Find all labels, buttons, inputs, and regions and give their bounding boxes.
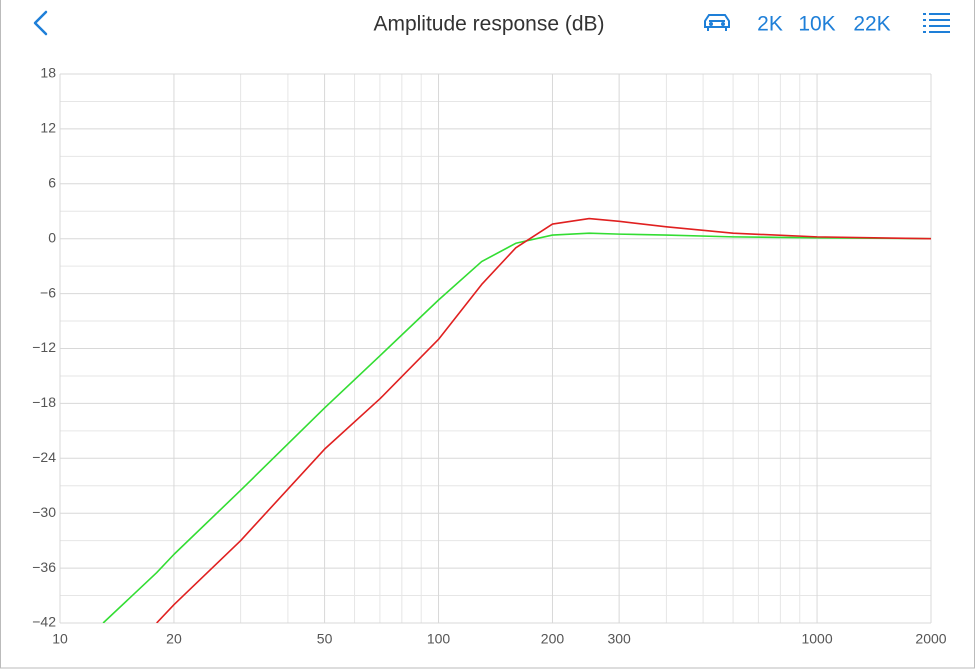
y-tick-label: 0 xyxy=(48,229,56,245)
y-tick-label: −6 xyxy=(40,284,56,300)
y-tick-label: 18 xyxy=(40,65,56,81)
series-line xyxy=(102,232,931,623)
y-tick-label: 6 xyxy=(48,175,56,191)
x-tick-label: 10 xyxy=(52,631,68,647)
series-line xyxy=(156,217,931,623)
y-tick-label: −36 xyxy=(32,559,56,575)
menu-icon[interactable] xyxy=(923,13,950,33)
x-tick-label: 20 xyxy=(166,631,182,647)
x-tick-label: 2000 xyxy=(915,631,946,647)
y-tick-label: 12 xyxy=(40,120,56,136)
y-tick-label: −24 xyxy=(32,449,56,465)
y-tick-label: −12 xyxy=(32,339,56,355)
x-tick-label: 200 xyxy=(541,631,565,647)
range-button[interactable]: 22K xyxy=(853,13,890,36)
y-tick-label: −42 xyxy=(32,614,56,630)
back-button[interactable] xyxy=(33,10,48,36)
chart-title: Amplitude response (dB) xyxy=(373,13,604,36)
x-tick-label: 1000 xyxy=(801,631,832,647)
range-button[interactable]: 10K xyxy=(798,13,835,36)
x-tick-label: 100 xyxy=(427,631,451,647)
y-tick-label: −30 xyxy=(32,504,56,520)
y-tick-label: −18 xyxy=(32,394,56,410)
range-button[interactable]: 2K xyxy=(757,13,783,36)
x-tick-label: 300 xyxy=(607,631,631,647)
car-icon[interactable] xyxy=(704,14,730,31)
x-tick-label: 50 xyxy=(317,631,333,647)
